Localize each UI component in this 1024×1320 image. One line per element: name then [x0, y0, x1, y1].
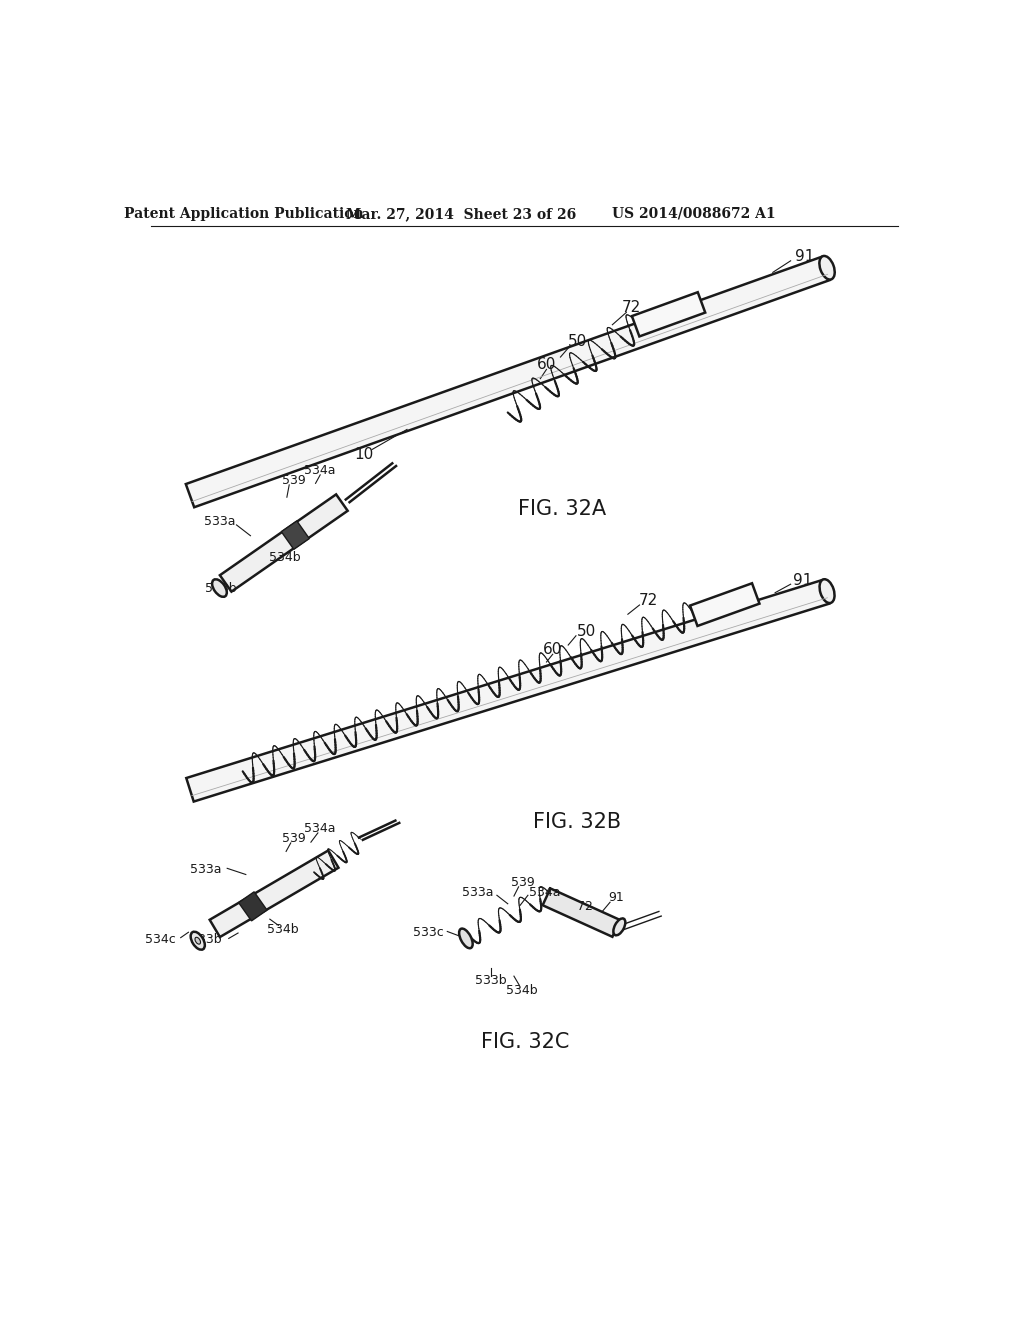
- Text: 72: 72: [639, 593, 658, 609]
- Text: 539: 539: [282, 474, 306, 487]
- Text: 50: 50: [568, 334, 587, 350]
- Text: FIG. 32B: FIG. 32B: [534, 812, 622, 832]
- Text: 534a: 534a: [304, 822, 336, 834]
- Text: 533a: 533a: [462, 886, 494, 899]
- Text: 534c: 534c: [145, 933, 176, 945]
- Text: 533c: 533c: [414, 925, 444, 939]
- Text: 539: 539: [282, 832, 306, 845]
- Text: FIG. 32A: FIG. 32A: [518, 499, 606, 519]
- Text: 72: 72: [623, 300, 641, 315]
- Ellipse shape: [459, 928, 473, 948]
- Polygon shape: [220, 495, 348, 591]
- Text: 533b: 533b: [189, 933, 221, 946]
- Text: 539: 539: [511, 875, 536, 888]
- Text: 533b: 533b: [475, 974, 507, 987]
- Text: 533a: 533a: [189, 863, 221, 876]
- Text: Patent Application Publication: Patent Application Publication: [125, 207, 365, 220]
- Text: FIG. 32C: FIG. 32C: [480, 1032, 569, 1052]
- Text: 533a: 533a: [204, 515, 236, 528]
- Text: 50: 50: [578, 623, 596, 639]
- Polygon shape: [543, 888, 621, 937]
- Polygon shape: [186, 581, 829, 801]
- Polygon shape: [282, 521, 309, 549]
- Polygon shape: [210, 850, 339, 937]
- Ellipse shape: [195, 937, 201, 944]
- Text: 91: 91: [608, 891, 624, 904]
- Text: 534a: 534a: [304, 463, 336, 477]
- Text: 534b: 534b: [506, 983, 538, 997]
- Polygon shape: [239, 892, 267, 921]
- Text: Mar. 27, 2014  Sheet 23 of 26: Mar. 27, 2014 Sheet 23 of 26: [346, 207, 577, 220]
- Ellipse shape: [613, 919, 626, 936]
- Text: 72: 72: [578, 900, 593, 913]
- Ellipse shape: [190, 932, 205, 949]
- Text: 533b: 533b: [205, 582, 237, 594]
- Text: 60: 60: [543, 642, 562, 657]
- Text: 534b: 534b: [268, 550, 300, 564]
- Text: 91: 91: [793, 573, 812, 587]
- Text: 60: 60: [537, 358, 556, 372]
- Text: 534b: 534b: [267, 924, 299, 936]
- Ellipse shape: [819, 579, 835, 603]
- Ellipse shape: [212, 579, 226, 597]
- Polygon shape: [632, 292, 706, 337]
- Ellipse shape: [819, 256, 835, 280]
- Polygon shape: [185, 257, 829, 507]
- Text: US 2014/0088672 A1: US 2014/0088672 A1: [612, 207, 775, 220]
- Polygon shape: [690, 583, 760, 626]
- Text: 10: 10: [354, 446, 374, 462]
- Text: 91: 91: [795, 249, 814, 264]
- Text: 534a: 534a: [529, 886, 561, 899]
